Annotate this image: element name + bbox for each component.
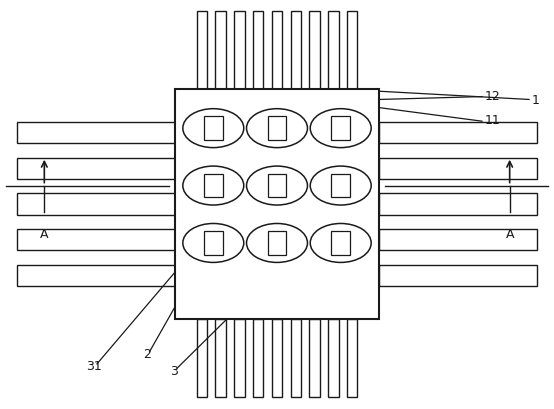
Bar [347, 12, 357, 90]
Bar [290, 12, 301, 90]
Bar [17, 123, 175, 144]
Bar [253, 319, 264, 397]
Bar [234, 12, 245, 90]
Bar [197, 12, 207, 90]
Bar [197, 319, 207, 397]
Ellipse shape [183, 167, 244, 206]
Bar [379, 229, 537, 251]
Bar [272, 12, 282, 90]
Text: A: A [505, 227, 514, 240]
Bar [309, 12, 320, 90]
Bar [331, 231, 350, 255]
Text: A: A [40, 227, 49, 240]
Bar [216, 319, 226, 397]
Text: 1: 1 [532, 94, 540, 107]
Text: 31: 31 [86, 360, 102, 373]
Bar [17, 158, 175, 180]
Bar [331, 117, 350, 141]
Bar [17, 194, 175, 215]
Bar [379, 194, 537, 215]
Ellipse shape [247, 109, 307, 148]
Bar [347, 319, 357, 397]
Ellipse shape [310, 109, 371, 148]
Bar [309, 319, 320, 397]
Bar [268, 231, 286, 255]
Bar [379, 158, 537, 180]
Bar [216, 12, 226, 90]
Bar [272, 319, 282, 397]
Text: 3: 3 [171, 364, 178, 377]
Text: 11: 11 [485, 114, 500, 127]
Bar [234, 319, 245, 397]
Ellipse shape [183, 224, 244, 263]
Ellipse shape [183, 109, 244, 148]
Bar [331, 174, 350, 198]
Ellipse shape [310, 167, 371, 206]
Bar [175, 90, 379, 319]
Text: 2: 2 [143, 347, 151, 360]
Bar [17, 265, 175, 286]
Ellipse shape [310, 224, 371, 263]
Bar [379, 123, 537, 144]
Bar [328, 319, 338, 397]
Bar [268, 174, 286, 198]
Bar [328, 12, 338, 90]
Ellipse shape [247, 167, 307, 206]
Ellipse shape [247, 224, 307, 263]
Bar [204, 231, 223, 255]
Text: 12: 12 [485, 90, 500, 103]
Bar [204, 174, 223, 198]
Bar [204, 117, 223, 141]
Bar [290, 319, 301, 397]
Bar [17, 229, 175, 251]
Bar [253, 12, 264, 90]
Bar [268, 117, 286, 141]
Bar [379, 265, 537, 286]
